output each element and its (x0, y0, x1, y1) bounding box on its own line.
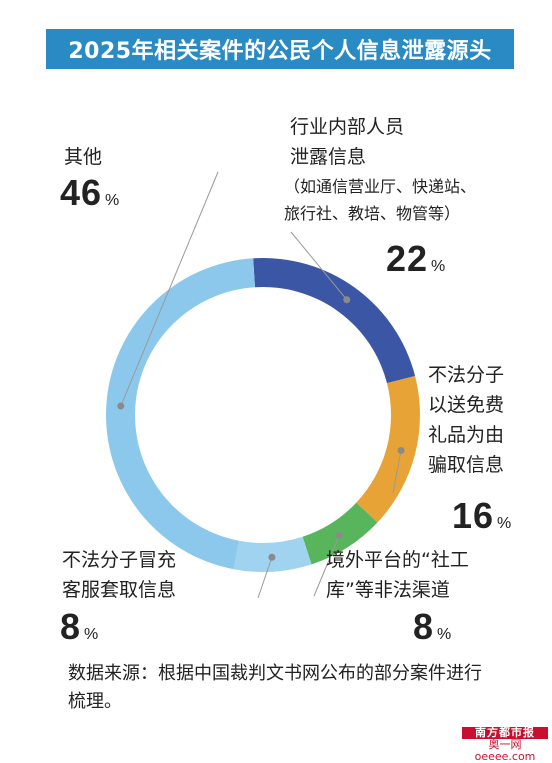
leader-dot (117, 402, 125, 410)
leader-dot (268, 553, 276, 561)
label-industry-insiders-note: （如通信营业厅、快递站、 旅行社、教培、物管等） (284, 173, 476, 227)
value-number: 8 (413, 606, 435, 647)
label-line: 以送免费 (428, 394, 505, 416)
leader-dot (335, 531, 343, 539)
percent-sign: % (497, 515, 513, 532)
publisher-logo: 南方都市报 奥一网oeeee.com (462, 727, 548, 763)
value-number: 16 (452, 495, 495, 536)
value-number: 22 (386, 238, 429, 279)
label-industry-insiders: 行业内部人员 泄露信息 (290, 112, 404, 172)
data-source-note: 数据来源：根据中国裁判文书网公布的部分案件进行梳理。 (68, 663, 482, 712)
chart-title: 2025年相关案件的公民个人信息泄露源头 (46, 29, 514, 69)
label-line: 泄露信息 (290, 146, 367, 168)
leader-line (392, 450, 402, 494)
label-line: 不法分子 (428, 364, 505, 386)
label-line: 其他 (64, 146, 103, 168)
label-line: 骗取信息 (428, 454, 505, 476)
label-free-gift-scam: 不法分子 以送免费 礼品为由 骗取信息 (428, 360, 504, 480)
note-line: 旅行社、教培、物管等） (284, 204, 461, 223)
value-label-other: 46% (60, 172, 120, 214)
label-other: 其他 (64, 142, 102, 172)
value-label-overseas-platforms: 8% (413, 606, 452, 648)
value-label-industry-insiders: 22% (386, 238, 446, 280)
leader-line (120, 171, 219, 407)
label-line: 礼品为由 (428, 424, 505, 446)
slice-other (105, 258, 255, 570)
label-fake-customer-service: 不法分子冒充 客服套取信息 (62, 545, 176, 605)
leader-line (290, 231, 348, 301)
slice-free-gift-scam (356, 375, 420, 523)
website-name: 奥一网oeeee.com (474, 738, 536, 763)
label-line: 不法分子冒充 (62, 549, 177, 571)
label-line: 行业内部人员 (290, 116, 405, 138)
leader-line (257, 557, 273, 599)
label-line: 境外平台的“社工 (326, 549, 469, 571)
percent-sign: % (105, 192, 121, 209)
value-number: 46 (60, 172, 103, 213)
percent-sign: % (84, 626, 100, 643)
value-label-free-gift-scam: 16% (452, 495, 512, 537)
label-line: 客服套取信息 (62, 579, 177, 601)
value-label-fake-customer-service: 8% (60, 606, 99, 648)
leader-dot (343, 296, 351, 304)
percent-sign: % (437, 626, 453, 643)
label-line: 库”等非法渠道 (326, 579, 450, 601)
note-line: （如通信营业厅、快递站、 (284, 177, 477, 196)
leader-line (313, 535, 340, 597)
leader-dot (397, 446, 405, 454)
slice-industry-insiders (253, 258, 416, 384)
newspaper-name: 南方都市报 (462, 727, 548, 739)
percent-sign: % (431, 258, 447, 275)
value-number: 8 (60, 606, 82, 647)
label-overseas-platforms: 境外平台的“社工 库”等非法渠道 (326, 545, 469, 605)
